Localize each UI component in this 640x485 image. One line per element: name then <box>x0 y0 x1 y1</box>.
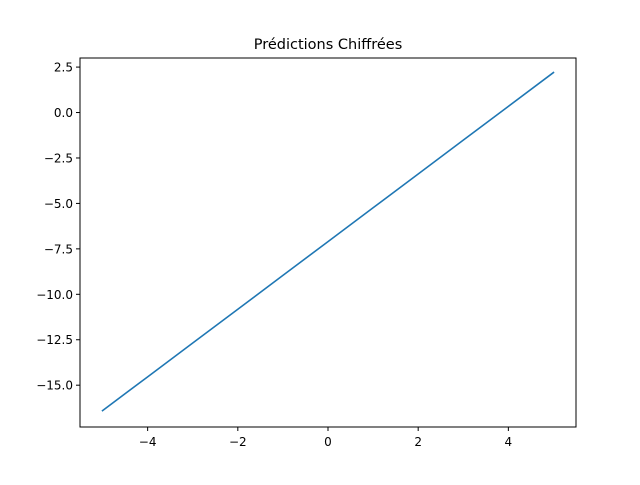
plot-frame <box>79 57 577 428</box>
x-axis: −4 −2 0 2 4 <box>139 427 512 449</box>
series-line-0 <box>101 71 555 412</box>
y-tick-label: −12.5 <box>36 333 73 347</box>
y-tick-label: −2.5 <box>44 151 73 165</box>
y-tick-label: −10.0 <box>36 288 73 302</box>
y-axis: 2.5 0.0 −2.5 −5.0 −7.5 −10.0 −12.5 −15.0 <box>36 61 80 393</box>
y-tick-label: 2.5 <box>54 61 73 75</box>
y-tick-label: 0.0 <box>54 106 73 120</box>
x-tick-label: 2 <box>414 435 422 449</box>
plot-series <box>101 71 555 412</box>
y-tick-label: −5.0 <box>44 197 73 211</box>
x-tick-label: −2 <box>229 435 247 449</box>
x-tick-label: 0 <box>324 435 332 449</box>
y-tick-label: −15.0 <box>36 379 73 393</box>
chart-title: Prédictions Chiffrées <box>254 37 403 53</box>
y-tick-label: −7.5 <box>44 242 73 256</box>
x-tick-label: −4 <box>139 435 157 449</box>
x-tick-label: 4 <box>505 435 513 449</box>
